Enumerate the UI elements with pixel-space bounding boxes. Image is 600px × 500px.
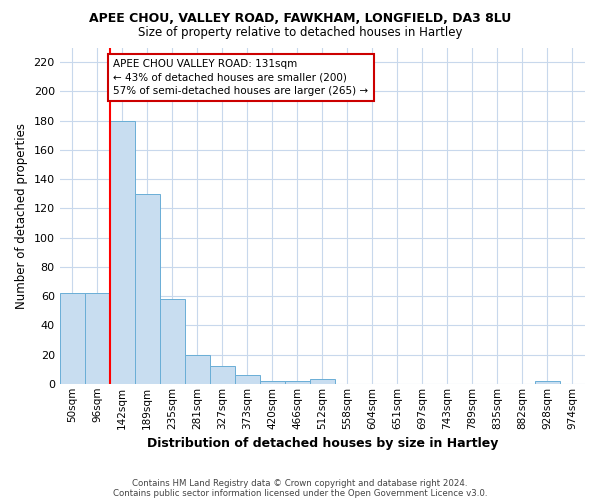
Text: Contains public sector information licensed under the Open Government Licence v3: Contains public sector information licen… [113,488,487,498]
Text: APEE CHOU VALLEY ROAD: 131sqm
← 43% of detached houses are smaller (200)
57% of : APEE CHOU VALLEY ROAD: 131sqm ← 43% of d… [113,59,368,96]
Bar [285,381,310,384]
X-axis label: Distribution of detached houses by size in Hartley: Distribution of detached houses by size … [146,437,498,450]
Bar [160,299,185,384]
Bar [135,194,160,384]
Text: Size of property relative to detached houses in Hartley: Size of property relative to detached ho… [138,26,462,39]
Bar [260,381,285,384]
Bar [85,293,110,384]
Bar [59,293,85,384]
Bar [535,381,560,384]
Text: APEE CHOU, VALLEY ROAD, FAWKHAM, LONGFIELD, DA3 8LU: APEE CHOU, VALLEY ROAD, FAWKHAM, LONGFIE… [89,12,511,26]
Bar [210,366,235,384]
Bar [185,354,210,384]
Text: Contains HM Land Registry data © Crown copyright and database right 2024.: Contains HM Land Registry data © Crown c… [132,478,468,488]
Y-axis label: Number of detached properties: Number of detached properties [15,122,28,308]
Bar [310,380,335,384]
Bar [235,375,260,384]
Bar [110,120,135,384]
